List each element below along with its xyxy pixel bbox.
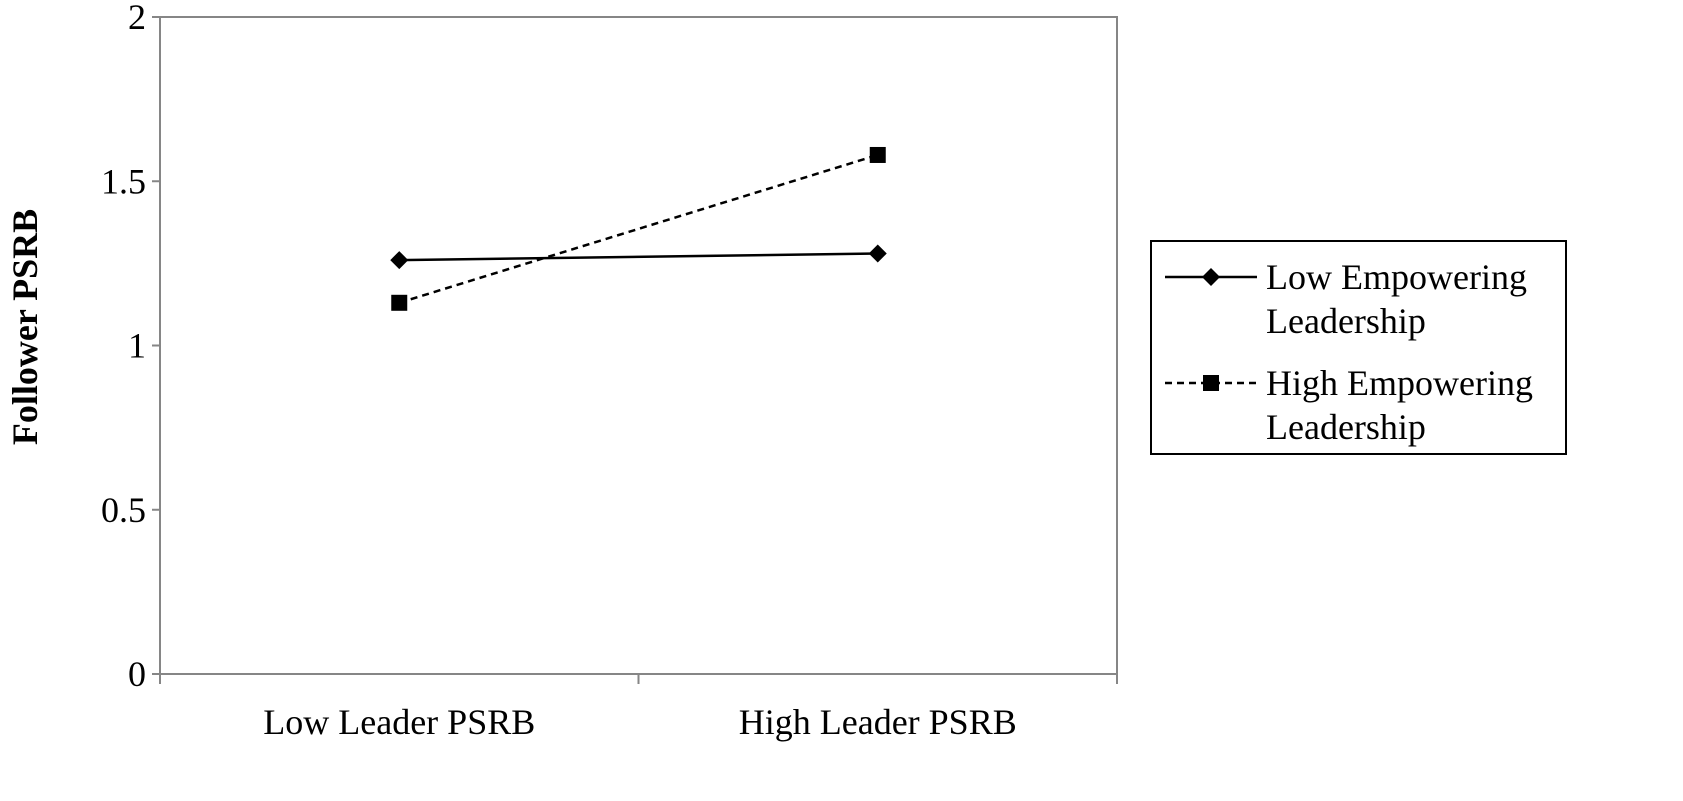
y-tick-label: 1 [128, 326, 146, 366]
series-2 [391, 146, 886, 311]
data-point-square [391, 294, 408, 311]
series-line [399, 252, 878, 262]
y-axis-label: Follower PSRB [5, 209, 45, 445]
data-point-square [1203, 375, 1219, 391]
data-point-diamond [1202, 268, 1220, 286]
series-layer [390, 146, 887, 311]
series-1 [390, 244, 887, 270]
data-point-diamond [868, 244, 887, 263]
data-point-diamond [390, 251, 409, 270]
x-ticks: Low Leader PSRB High Leader PSRB [159, 674, 1118, 742]
plot-frame [159, 16, 1118, 675]
y-tick-label: 1.5 [101, 161, 146, 201]
x-tick-label: Low Leader PSRB [263, 702, 535, 742]
series-line [398, 153, 879, 304]
y-tick-label: 2 [128, 0, 146, 37]
y-ticks: 0 0.5 1 1.5 2 [101, 0, 160, 694]
legend-label: Leadership [1266, 407, 1426, 447]
data-point-square [869, 146, 886, 163]
x-tick-label: High Leader PSRB [739, 702, 1017, 742]
plot-area [159, 16, 1118, 675]
legend-label: High Empowering [1266, 363, 1533, 403]
legend-label: Low Empowering [1266, 257, 1527, 297]
y-tick-label: 0 [128, 654, 146, 694]
legend-label: Leadership [1266, 301, 1426, 341]
y-tick-label: 0.5 [101, 490, 146, 530]
